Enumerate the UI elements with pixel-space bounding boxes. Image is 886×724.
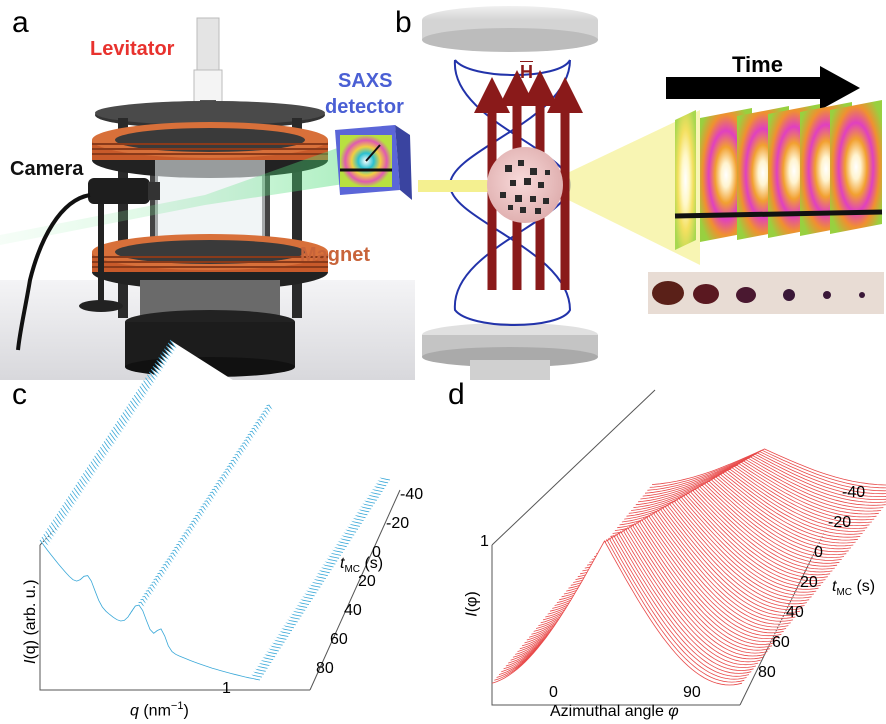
- c-t-tick: -20: [386, 515, 410, 532]
- d-t-tick: -20: [828, 514, 852, 531]
- d-x-tick-0: 0: [549, 684, 558, 701]
- time-label: Time: [732, 52, 783, 77]
- c-x-tick-1: 1: [222, 680, 231, 697]
- d-y-tick-1: 1: [480, 533, 489, 550]
- panel-letter-a: a: [12, 6, 29, 39]
- droplet-photo-strip: [648, 272, 884, 314]
- c-t-tick: 40: [344, 602, 362, 619]
- d-t-tick: 0: [814, 544, 823, 561]
- panel-letter-c: c: [12, 378, 27, 411]
- d-ylabel: I(φ): [463, 591, 481, 617]
- camera-label: Camera: [10, 158, 84, 180]
- panel-c-waterfall-plot: [39, 339, 401, 691]
- d-x-tick-90: 90: [683, 684, 701, 701]
- c-t-tick: 80: [316, 660, 334, 677]
- d-trace: [491, 540, 743, 686]
- field-h-label: H: [520, 62, 533, 82]
- c-t-tick: 0: [372, 544, 381, 561]
- d-axis-frame: [491, 545, 740, 706]
- levitator-transducer: [193, 17, 223, 110]
- d-t-tick: -40: [842, 484, 866, 501]
- panel-letter-b: b: [395, 6, 412, 39]
- panel-d-waterfall-plot: [491, 389, 886, 706]
- d-xlabel: Azimuthal angle φ: [550, 703, 679, 720]
- c-trace: [39, 539, 261, 681]
- saxs-label-line1: SAXS: [338, 70, 393, 92]
- d-t-tick: 20: [800, 574, 818, 591]
- d-t-tick: 80: [758, 664, 776, 681]
- d-t-tick: 60: [772, 634, 790, 651]
- c-axis-frame: [39, 545, 310, 691]
- c-ylabel: I(q) (arb. u.): [22, 579, 39, 664]
- c-t-tick: 20: [358, 573, 376, 590]
- c-axis-depth-right: [309, 489, 401, 691]
- d-t-tick: 40: [786, 604, 804, 621]
- time-arrow: [666, 66, 860, 110]
- nanocubes: [500, 160, 550, 214]
- x-ray-beam: [0, 140, 370, 245]
- saxs-detector: [335, 125, 412, 200]
- panel-b-illustration: [418, 6, 884, 380]
- saxs-image-series: [674, 100, 883, 250]
- saxs-label-line2: detector: [325, 96, 404, 118]
- magnet-label: Magnet: [300, 244, 370, 266]
- panel-letter-d: d: [448, 378, 465, 411]
- scattered-beam-cone: [540, 110, 700, 265]
- c-xlabel: q (nm−1): [130, 700, 189, 720]
- upper-magnet-coil: [92, 122, 328, 178]
- d-axis-depth-left: [491, 389, 656, 546]
- c-t-tick: -40: [400, 486, 424, 503]
- levitator-label: Levitator: [90, 38, 175, 60]
- camera-device: [16, 178, 160, 351]
- c-t-tick: 60: [330, 631, 348, 648]
- c-t-label: tMC (s): [340, 555, 384, 576]
- d-t-label: tMC (s): [832, 578, 876, 599]
- base-stand: [125, 280, 295, 377]
- incident-beam: [418, 180, 488, 192]
